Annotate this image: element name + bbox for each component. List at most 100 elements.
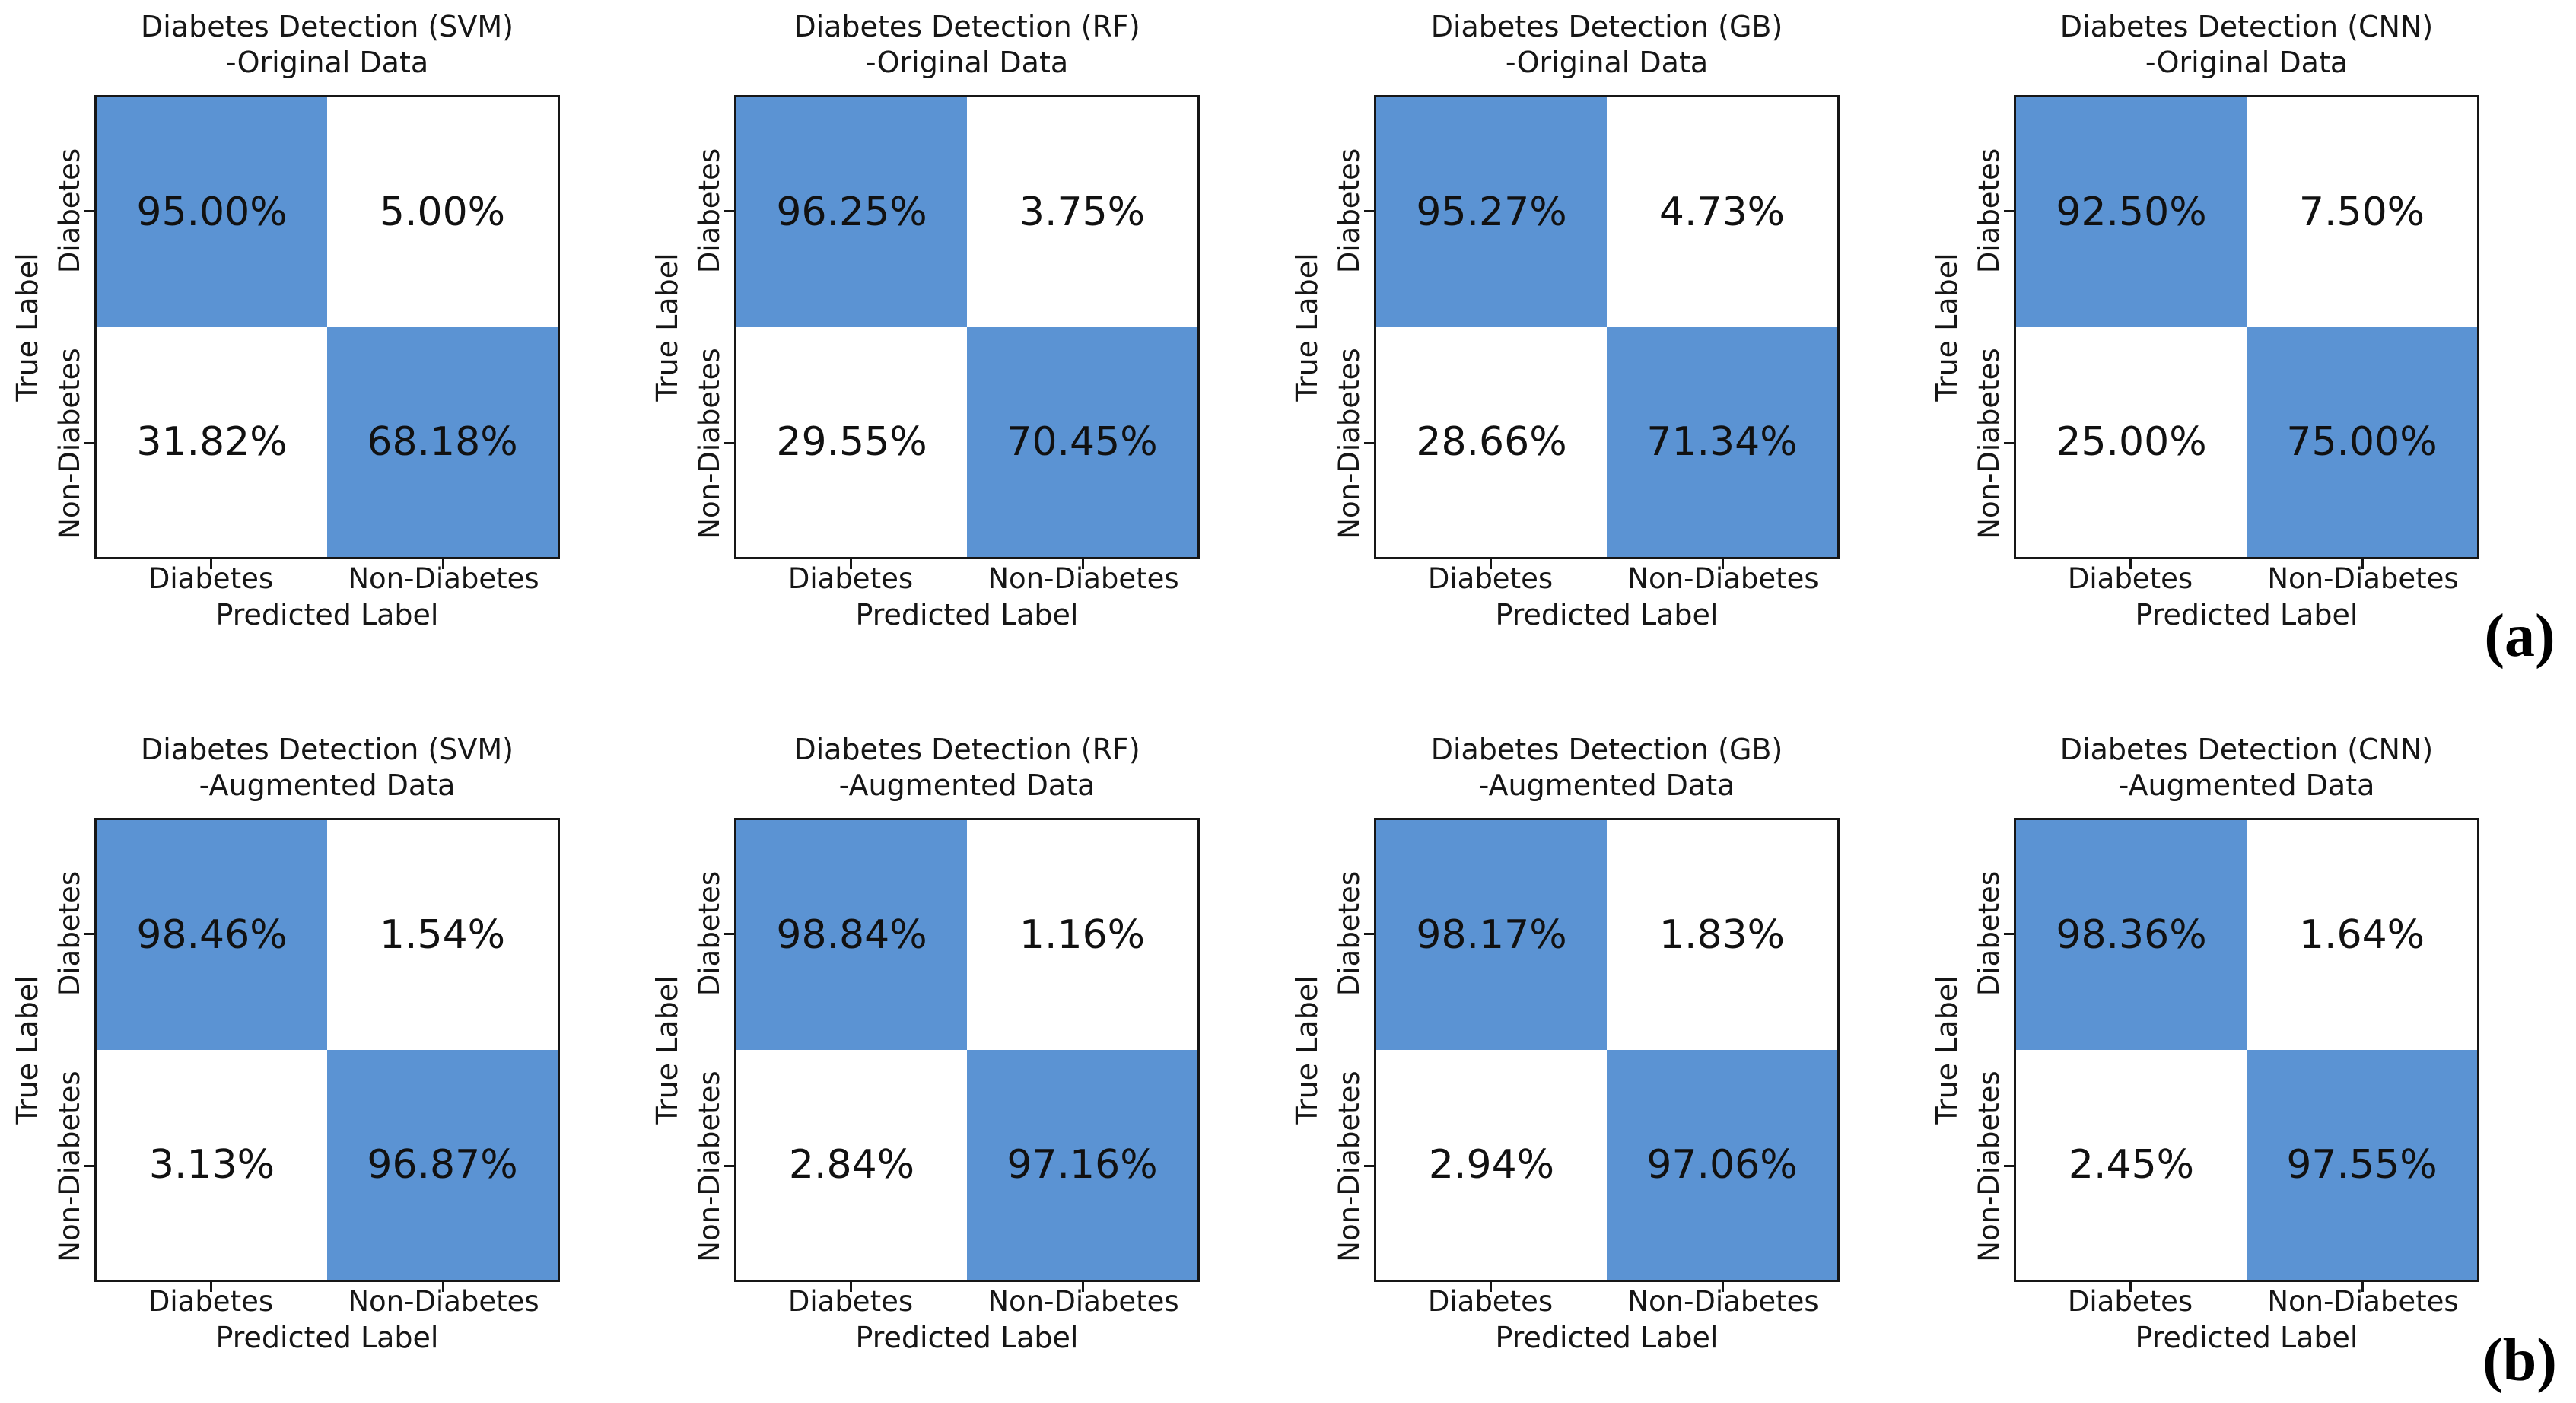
panel-title: Diabetes Detection (SVM) -Augmented Data [38, 732, 616, 803]
x-axis-label: Predicted Label [215, 598, 439, 632]
cell-true-non-diabetes-pred-diabetes: 28.66% [1376, 327, 1607, 557]
x-axis-label: Predicted Label [1495, 598, 1719, 632]
confusion-matrix: 98.36% 1.64% 2.45% 97.55% [2014, 818, 2479, 1282]
cell-true-non-diabetes-pred-diabetes: 2.45% [2016, 1050, 2247, 1280]
panel-title-line2: -Original Data [2145, 46, 2349, 79]
y-axis-tick-mark [1364, 933, 1374, 935]
cell-true-non-diabetes-pred-non-diabetes: 97.16% [967, 1050, 1197, 1280]
x-tick-non-diabetes: Non-Diabetes [987, 562, 1179, 595]
panel-title-line1: Diabetes Detection (RF) [793, 733, 1140, 766]
cell-true-diabetes-pred-non-diabetes: 1.16% [967, 820, 1197, 1050]
cell-true-diabetes-pred-non-diabetes: 5.00% [327, 97, 558, 327]
cell-true-diabetes-pred-diabetes: 95.00% [97, 97, 327, 327]
confusion-matrix-panel: Diabetes Detection (RF) -Original Data T… [640, 0, 1280, 680]
x-axis-tick-mark [850, 1282, 852, 1292]
y-axis-tick-mark [724, 933, 734, 935]
y-axis-tick-mark [2004, 1165, 2014, 1167]
panel-title-line2: -Augmented Data [2118, 768, 2375, 802]
panel-title: Diabetes Detection (CNN) -Original Data [1957, 9, 2536, 81]
panel-title-line1: Diabetes Detection (RF) [793, 10, 1140, 43]
x-tick-non-diabetes: Non-Diabetes [1627, 562, 1819, 595]
cell-true-diabetes-pred-diabetes: 98.36% [2016, 820, 2247, 1050]
cell-true-non-diabetes-pred-diabetes: 3.13% [97, 1050, 327, 1280]
cell-true-diabetes-pred-diabetes: 98.17% [1376, 820, 1607, 1050]
cell-true-diabetes-pred-diabetes: 96.25% [736, 97, 967, 327]
x-tick-non-diabetes: Non-Diabetes [348, 562, 539, 595]
x-axis-tick-mark [442, 1282, 444, 1292]
panel-title-line1: Diabetes Detection (SVM) [141, 733, 514, 766]
panel-title: Diabetes Detection (SVM) -Original Data [38, 9, 616, 81]
y-tick-non-diabetes: Non-Diabetes [1973, 348, 2005, 539]
x-axis-tick-mark [850, 559, 852, 569]
x-tick-diabetes: Diabetes [787, 562, 914, 595]
y-axis-label: True Label [11, 253, 44, 402]
y-axis-tick-mark [84, 210, 94, 212]
panel-title-line1: Diabetes Detection (CNN) [2059, 10, 2434, 43]
cell-true-diabetes-pred-diabetes: 98.84% [736, 820, 967, 1050]
cell-true-diabetes-pred-non-diabetes: 4.73% [1607, 97, 1837, 327]
confusion-matrix: 98.84% 1.16% 2.84% 97.16% [734, 818, 1200, 1282]
panel-title-line2: -Augmented Data [1478, 768, 1735, 802]
x-axis-label: Predicted Label [2135, 1321, 2358, 1354]
panel-title-line1: Diabetes Detection (SVM) [141, 10, 514, 43]
y-tick-non-diabetes: Non-Diabetes [1973, 1071, 2005, 1262]
confusion-matrix-panel: Diabetes Detection (SVM) -Augmented Data… [0, 723, 640, 1403]
y-axis-label: True Label [650, 253, 684, 402]
panel-title-line1: Diabetes Detection (CNN) [2059, 733, 2434, 766]
x-tick-diabetes: Diabetes [148, 1285, 274, 1318]
panel-title: Diabetes Detection (RF) -Original Data [678, 9, 1256, 81]
x-axis-label: Predicted Label [855, 1321, 1079, 1354]
y-axis-label: True Label [1930, 253, 1964, 402]
cell-true-non-diabetes-pred-non-diabetes: 75.00% [2247, 327, 2477, 557]
confusion-matrix-panel: Diabetes Detection (GB) -Augmented Data … [1280, 723, 1919, 1403]
y-axis-tick-mark [2004, 210, 2014, 212]
cell-true-non-diabetes-pred-non-diabetes: 96.87% [327, 1050, 558, 1280]
x-tick-non-diabetes: Non-Diabetes [2267, 1285, 2459, 1318]
y-axis-tick-mark [1364, 210, 1374, 212]
x-tick-diabetes: Diabetes [1427, 1285, 1554, 1318]
confusion-matrix: 92.50% 7.50% 25.00% 75.00% [2014, 95, 2479, 559]
confusion-matrix-panel: Diabetes Detection (RF) -Augmented Data … [640, 723, 1280, 1403]
cell-true-non-diabetes-pred-non-diabetes: 70.45% [967, 327, 1197, 557]
x-tick-diabetes: Diabetes [148, 562, 274, 595]
x-axis-tick-mark [2129, 1282, 2132, 1292]
cell-true-diabetes-pred-non-diabetes: 1.54% [327, 820, 558, 1050]
cell-true-non-diabetes-pred-diabetes: 31.82% [97, 327, 327, 557]
x-tick-non-diabetes: Non-Diabetes [2267, 562, 2459, 595]
x-axis-label: Predicted Label [215, 1321, 439, 1354]
y-axis-tick-mark [2004, 442, 2014, 444]
x-axis-tick-mark [442, 559, 444, 569]
panel-title: Diabetes Detection (GB) -Original Data [1318, 9, 1896, 81]
x-tick-diabetes: Diabetes [787, 1285, 914, 1318]
x-tick-diabetes: Diabetes [2067, 1285, 2193, 1318]
y-axis-tick-mark [2004, 933, 2014, 935]
x-tick-non-diabetes: Non-Diabetes [348, 1285, 539, 1318]
y-tick-non-diabetes: Non-Diabetes [53, 348, 86, 539]
y-tick-non-diabetes: Non-Diabetes [693, 1071, 726, 1262]
x-axis-tick-mark [210, 1282, 212, 1292]
x-axis-label: Predicted Label [855, 598, 1079, 632]
y-axis-label: True Label [650, 975, 684, 1125]
y-tick-non-diabetes: Non-Diabetes [1333, 348, 1366, 539]
cell-true-non-diabetes-pred-non-diabetes: 97.55% [2247, 1050, 2477, 1280]
x-axis-tick-mark [1490, 1282, 1492, 1292]
cell-true-diabetes-pred-diabetes: 95.27% [1376, 97, 1607, 327]
panel-title: Diabetes Detection (GB) -Augmented Data [1318, 732, 1896, 803]
panel-title-line1: Diabetes Detection (GB) [1430, 10, 1783, 43]
y-axis-tick-mark [84, 1165, 94, 1167]
y-axis-tick-mark [84, 442, 94, 444]
x-axis-tick-mark [1722, 1282, 1724, 1292]
cell-true-diabetes-pred-non-diabetes: 7.50% [2247, 97, 2477, 327]
y-tick-non-diabetes: Non-Diabetes [1333, 1071, 1366, 1262]
confusion-matrix: 98.17% 1.83% 2.94% 97.06% [1374, 818, 1840, 1282]
confusion-matrix: 95.27% 4.73% 28.66% 71.34% [1374, 95, 1840, 559]
y-axis-label: True Label [11, 975, 44, 1125]
confusion-matrix-panel: Diabetes Detection (CNN) -Original Data … [1919, 0, 2559, 680]
x-tick-diabetes: Diabetes [2067, 562, 2193, 595]
subfigure-label-b: (b) [2482, 1327, 2557, 1394]
x-axis-label: Predicted Label [2135, 598, 2358, 632]
cell-true-diabetes-pred-non-diabetes: 1.64% [2247, 820, 2477, 1050]
x-axis-tick-mark [210, 559, 212, 569]
y-axis-tick-mark [1364, 1165, 1374, 1167]
